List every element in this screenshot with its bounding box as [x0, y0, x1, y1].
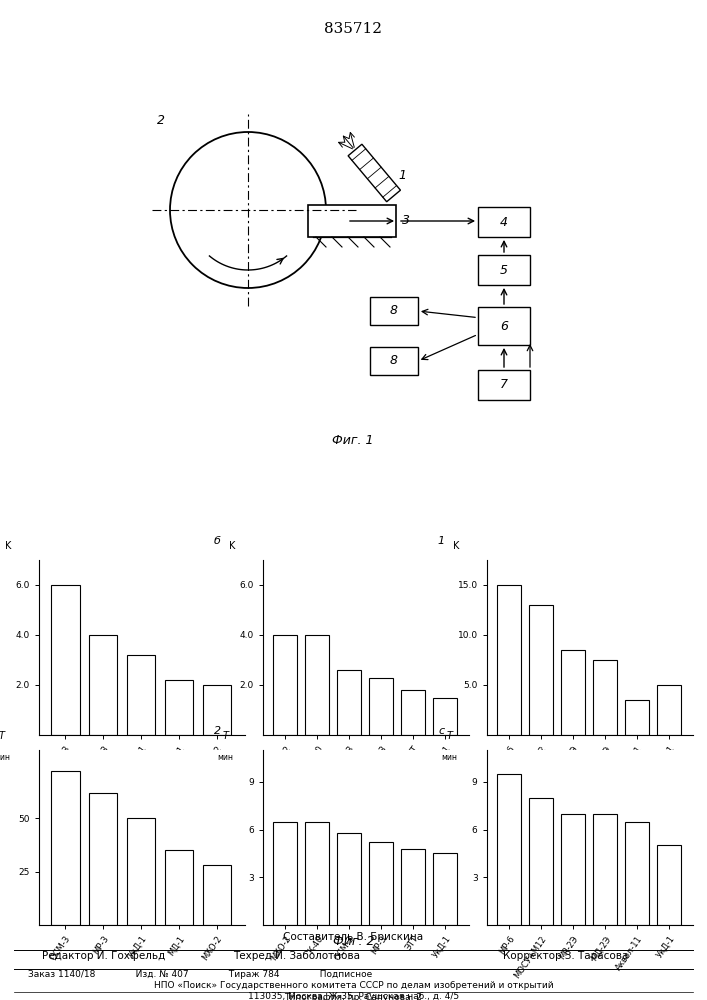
- Text: 2: 2: [157, 114, 165, 127]
- Text: Типография, пр. Сапунова, 2: Типография, пр. Сапунова, 2: [284, 993, 423, 1000]
- Text: Заказ 1140/18              Изд. № 407              Тираж 784              Подпис: Заказ 1140/18 Изд. № 407 Тираж 784 Подпи…: [28, 970, 373, 979]
- Text: 835712: 835712: [324, 22, 382, 36]
- Bar: [625, 822, 649, 925]
- Text: K: K: [228, 541, 235, 551]
- Text: Корректор З. Тарасова: Корректор З. Тарасова: [503, 951, 629, 961]
- Bar: [401, 849, 425, 925]
- Text: 5: 5: [500, 263, 508, 276]
- Bar: [370, 347, 418, 375]
- Text: T: T: [447, 731, 452, 741]
- Text: 4: 4: [500, 216, 508, 229]
- Text: Фиг. 1: Фиг. 1: [332, 434, 374, 446]
- Text: 1: 1: [438, 536, 445, 546]
- Text: Фиг. 2: Фиг. 2: [333, 935, 374, 948]
- Text: Составитель В. Брискина: Составитель В. Брискина: [284, 932, 423, 942]
- Bar: [478, 207, 530, 237]
- Bar: [370, 297, 418, 325]
- Text: б: б: [214, 536, 221, 546]
- Bar: [593, 814, 617, 925]
- Bar: [127, 655, 156, 735]
- Text: T: T: [0, 731, 5, 741]
- Bar: [593, 660, 617, 735]
- Bar: [337, 670, 361, 735]
- Bar: [433, 698, 457, 735]
- Bar: [561, 814, 585, 925]
- Bar: [657, 845, 681, 925]
- Text: 6: 6: [500, 320, 508, 332]
- Bar: [273, 822, 297, 925]
- Bar: [369, 678, 393, 735]
- Bar: [337, 833, 361, 925]
- Text: 8: 8: [390, 355, 398, 367]
- Bar: [202, 685, 231, 735]
- Bar: [497, 585, 521, 735]
- Bar: [529, 605, 553, 735]
- Text: K: K: [5, 541, 11, 551]
- Bar: [401, 690, 425, 735]
- Text: 3: 3: [402, 215, 410, 228]
- Bar: [478, 307, 530, 345]
- Text: НПО «Поиск» Государственного комитета СССР по делам изобретений и открытий: НПО «Поиск» Государственного комитета СС…: [153, 981, 554, 990]
- Text: 2: 2: [214, 726, 221, 736]
- Text: 1: 1: [399, 169, 407, 182]
- Bar: [305, 635, 329, 735]
- Bar: [305, 822, 329, 925]
- Bar: [165, 850, 193, 925]
- Text: c: c: [438, 726, 444, 736]
- Text: 113035, Москва, Ж-35, Раушская наб., д. 4/5: 113035, Москва, Ж-35, Раушская наб., д. …: [248, 992, 459, 1000]
- Bar: [657, 685, 681, 735]
- Bar: [202, 865, 231, 925]
- Bar: [529, 798, 553, 925]
- Bar: [51, 585, 80, 735]
- Bar: [273, 635, 297, 735]
- Bar: [478, 255, 530, 285]
- Bar: [89, 793, 117, 925]
- Bar: [433, 853, 457, 925]
- Bar: [51, 771, 80, 925]
- Bar: [497, 774, 521, 925]
- Text: Техред И. Заболотнова: Техред И. Заболотнова: [233, 951, 361, 961]
- Bar: [127, 818, 156, 925]
- Bar: [625, 700, 649, 735]
- Bar: [561, 650, 585, 735]
- Bar: [308, 205, 396, 237]
- Text: мин: мин: [0, 754, 10, 762]
- Text: Редактор И. Гохфельд: Редактор И. Гохфельд: [42, 951, 165, 961]
- Polygon shape: [348, 144, 400, 202]
- Text: T: T: [223, 731, 228, 741]
- Text: 7: 7: [500, 378, 508, 391]
- Text: 8: 8: [390, 304, 398, 318]
- Bar: [478, 370, 530, 400]
- Text: мин: мин: [442, 754, 457, 762]
- Bar: [369, 842, 393, 925]
- Bar: [89, 635, 117, 735]
- Bar: [165, 680, 193, 735]
- Text: K: K: [452, 541, 459, 551]
- Text: мин: мин: [218, 754, 233, 762]
